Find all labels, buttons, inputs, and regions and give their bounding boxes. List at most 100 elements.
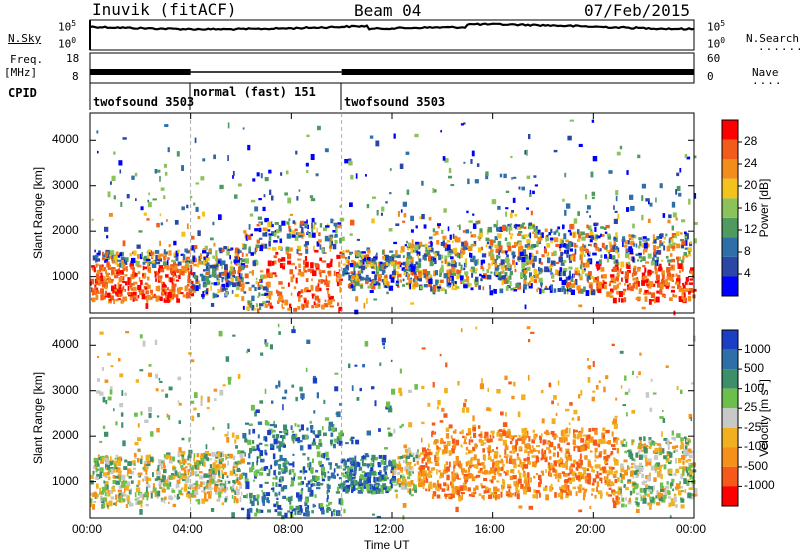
heatmap-cell: [327, 280, 331, 284]
heatmap-cell: [269, 344, 273, 350]
heatmap-cell: [685, 460, 689, 463]
heatmap-cell: [658, 451, 663, 456]
heatmap-cell: [649, 281, 654, 288]
heatmap-cell: [507, 486, 512, 489]
heatmap-cell: [99, 440, 103, 443]
heatmap-cell: [459, 485, 464, 492]
heatmap-cell: [269, 423, 274, 427]
heatmap-cell: [428, 241, 431, 244]
heatmap-cell: [657, 282, 662, 288]
heatmap-cell: [427, 455, 430, 458]
heatmap-cell: [98, 250, 101, 255]
heatmap-cell: [267, 260, 272, 267]
heatmap-cell: [601, 438, 606, 444]
heatmap-cell: [358, 483, 363, 487]
heatmap-cell: [617, 272, 620, 278]
heatmap-cell: [422, 485, 425, 490]
heatmap-cell: [692, 273, 694, 277]
heatmap-cell: [114, 260, 119, 265]
heatmap-cell: [357, 273, 361, 276]
heatmap-cell: [186, 223, 189, 230]
heatmap-cell: [303, 265, 306, 272]
heatmap-cell: [509, 475, 513, 481]
heatmap-cell: [287, 260, 292, 265]
heatmap-cell: [615, 246, 619, 252]
heatmap-cell: [495, 271, 499, 275]
heatmap-cell: [583, 468, 587, 475]
heatmap-cell: [580, 289, 584, 294]
heatmap-cell: [325, 457, 330, 461]
heatmap-cell: [306, 339, 311, 344]
heatmap-cell: [101, 497, 105, 501]
heatmap-cell: [656, 502, 661, 506]
heatmap-cell: [304, 476, 306, 480]
heatmap-cell: [104, 484, 107, 490]
heatmap-cell: [214, 398, 217, 401]
heatmap-cell: [366, 430, 371, 436]
heatmap-cell: [493, 223, 498, 228]
heatmap-cell: [282, 404, 284, 411]
heatmap-cell: [259, 270, 264, 273]
heatmap-cell: [569, 465, 572, 472]
heatmap-cell: [254, 251, 257, 255]
heatmap-cell: [117, 298, 121, 301]
heatmap-cell: [225, 288, 228, 291]
heatmap-cell: [254, 411, 257, 417]
heatmap-cell: [449, 271, 452, 275]
heatmap-cell: [524, 275, 527, 280]
heatmap-cell: [361, 455, 365, 460]
heatmap-cell: [591, 396, 595, 402]
heatmap-cell: [136, 458, 140, 463]
heatmap-cell: [605, 224, 610, 229]
heatmap-cell: [371, 386, 375, 390]
heatmap-cell: [361, 269, 363, 274]
heatmap-cell: [615, 397, 618, 401]
heatmap-cell: [671, 286, 675, 289]
heatmap-cell: [315, 173, 319, 177]
heatmap-cell: [163, 249, 166, 253]
heatmap-cell: [361, 482, 365, 486]
heatmap-cell: [252, 428, 256, 434]
heatmap-cell: [566, 254, 569, 258]
heatmap-cell: [653, 441, 656, 446]
heatmap-cell: [555, 269, 559, 276]
heatmap-cell: [487, 456, 492, 461]
heatmap-cell: [289, 247, 293, 252]
heatmap-cell: [565, 239, 569, 243]
heatmap-cell: [502, 478, 505, 484]
heatmap-cell: [266, 295, 270, 298]
heatmap-cell: [133, 452, 137, 457]
heatmap-cell: [615, 190, 619, 195]
heatmap-cell: [602, 433, 605, 440]
heatmap-cell: [631, 272, 634, 277]
heatmap-cell: [406, 462, 410, 466]
heatmap-cell: [453, 287, 458, 291]
heatmap-cell: [533, 449, 538, 452]
heatmap-cell: [105, 252, 109, 257]
heatmap-cell: [419, 465, 424, 469]
heatmap-cell: [371, 454, 376, 460]
heatmap-cell: [539, 267, 543, 274]
heatmap-cell: [339, 403, 343, 406]
heatmap-cell: [686, 156, 691, 160]
heatmap-cell: [264, 466, 269, 470]
heatmap-cell: [290, 477, 293, 480]
heatmap-cell: [358, 261, 363, 266]
heatmap-cell: [194, 257, 197, 263]
heatmap-cell: [330, 258, 333, 263]
heatmap-cell: [553, 250, 557, 256]
heatmap-cell: [586, 275, 589, 282]
heatmap-cell: [509, 458, 512, 462]
heatmap-cell: [687, 458, 692, 462]
heatmap-cell: [182, 254, 186, 261]
heatmap-cell: [591, 288, 593, 291]
heatmap-cell: [468, 439, 471, 445]
heatmap-cell: [451, 240, 454, 243]
heatmap-cell: [297, 441, 300, 444]
heatmap-cell: [318, 269, 322, 275]
heatmap-cell: [629, 453, 634, 460]
heatmap-cell: [489, 434, 492, 438]
heatmap-cell: [463, 284, 468, 289]
heatmap-cell: [450, 263, 454, 267]
heatmap-cell: [499, 288, 504, 294]
